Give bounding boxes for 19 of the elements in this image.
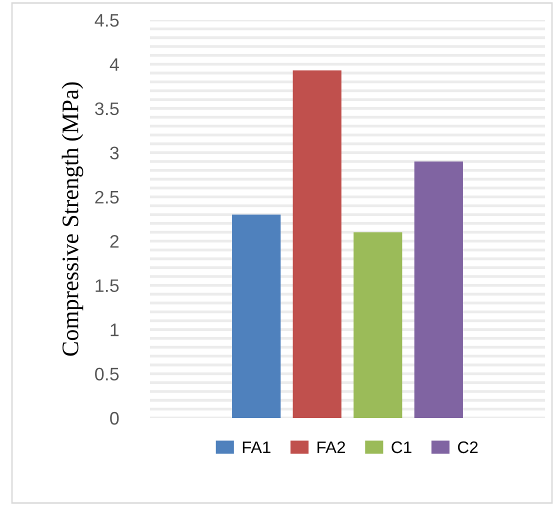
bar: [414, 162, 463, 418]
y-tick-label: 4.5: [94, 14, 119, 27]
y-tick-label: 0: [110, 412, 119, 425]
legend-label: C2: [458, 441, 478, 454]
y-tick-label: 1: [110, 324, 119, 336]
legend-label: C1: [392, 441, 412, 454]
y-tick-label: 2: [110, 235, 119, 248]
legend-label: FA1: [242, 442, 270, 454]
legend-label: FA2: [318, 441, 346, 454]
y-tick-label: 2.5: [95, 190, 119, 204]
y-tick-label: 3.5: [95, 102, 119, 116]
bar: [292, 70, 342, 418]
y-axis-title: Compressive Strength (MPa): [62, 82, 84, 356]
y-tick-label: 1.5: [96, 279, 119, 292]
y-tick-label: 3: [110, 146, 119, 160]
y-tick-label: 0.5: [95, 368, 119, 380]
bar: [232, 214, 281, 418]
y-tick-label: 4: [110, 58, 119, 71]
bar: [354, 232, 402, 418]
